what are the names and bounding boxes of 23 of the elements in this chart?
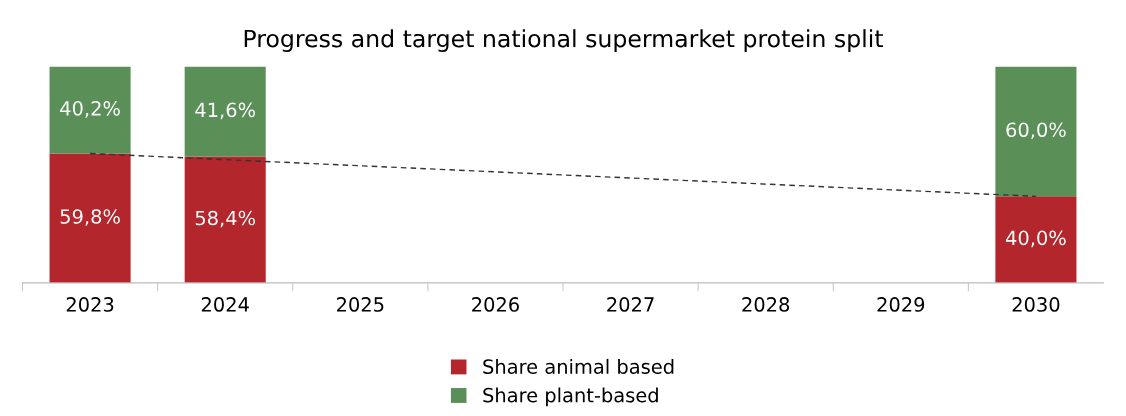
bar	[184, 66, 266, 157]
bar	[995, 196, 1077, 283]
bar	[184, 156, 266, 283]
bar	[49, 66, 131, 154]
x-tick-label: 2028	[742, 297, 790, 312]
chart-title: Progress and target national supermarket protein split	[244, 29, 883, 53]
x-tick-label: 2027	[607, 297, 654, 312]
data-label: 40,2%	[60, 100, 120, 118]
data-label: 40,0%	[1005, 230, 1066, 248]
x-tick-label: 2030	[1012, 297, 1060, 312]
data-label: 60,0%	[1006, 122, 1066, 140]
x-tick-label: 2026	[472, 297, 519, 312]
bar	[49, 153, 131, 283]
x-tick-label: 2023	[66, 297, 114, 312]
x-tick-label: 2025	[337, 297, 384, 312]
x-tick-label: 2024	[201, 297, 249, 312]
bar	[995, 66, 1077, 197]
data-label: 59,8%	[60, 209, 120, 226]
legend-label: Share animal based	[483, 358, 674, 374]
legend-label: Share plant-based	[483, 387, 658, 407]
data-label: 58,4%	[195, 210, 256, 228]
data-label: 41,6%	[195, 102, 256, 120]
x-tick-label: 2029	[877, 297, 925, 312]
